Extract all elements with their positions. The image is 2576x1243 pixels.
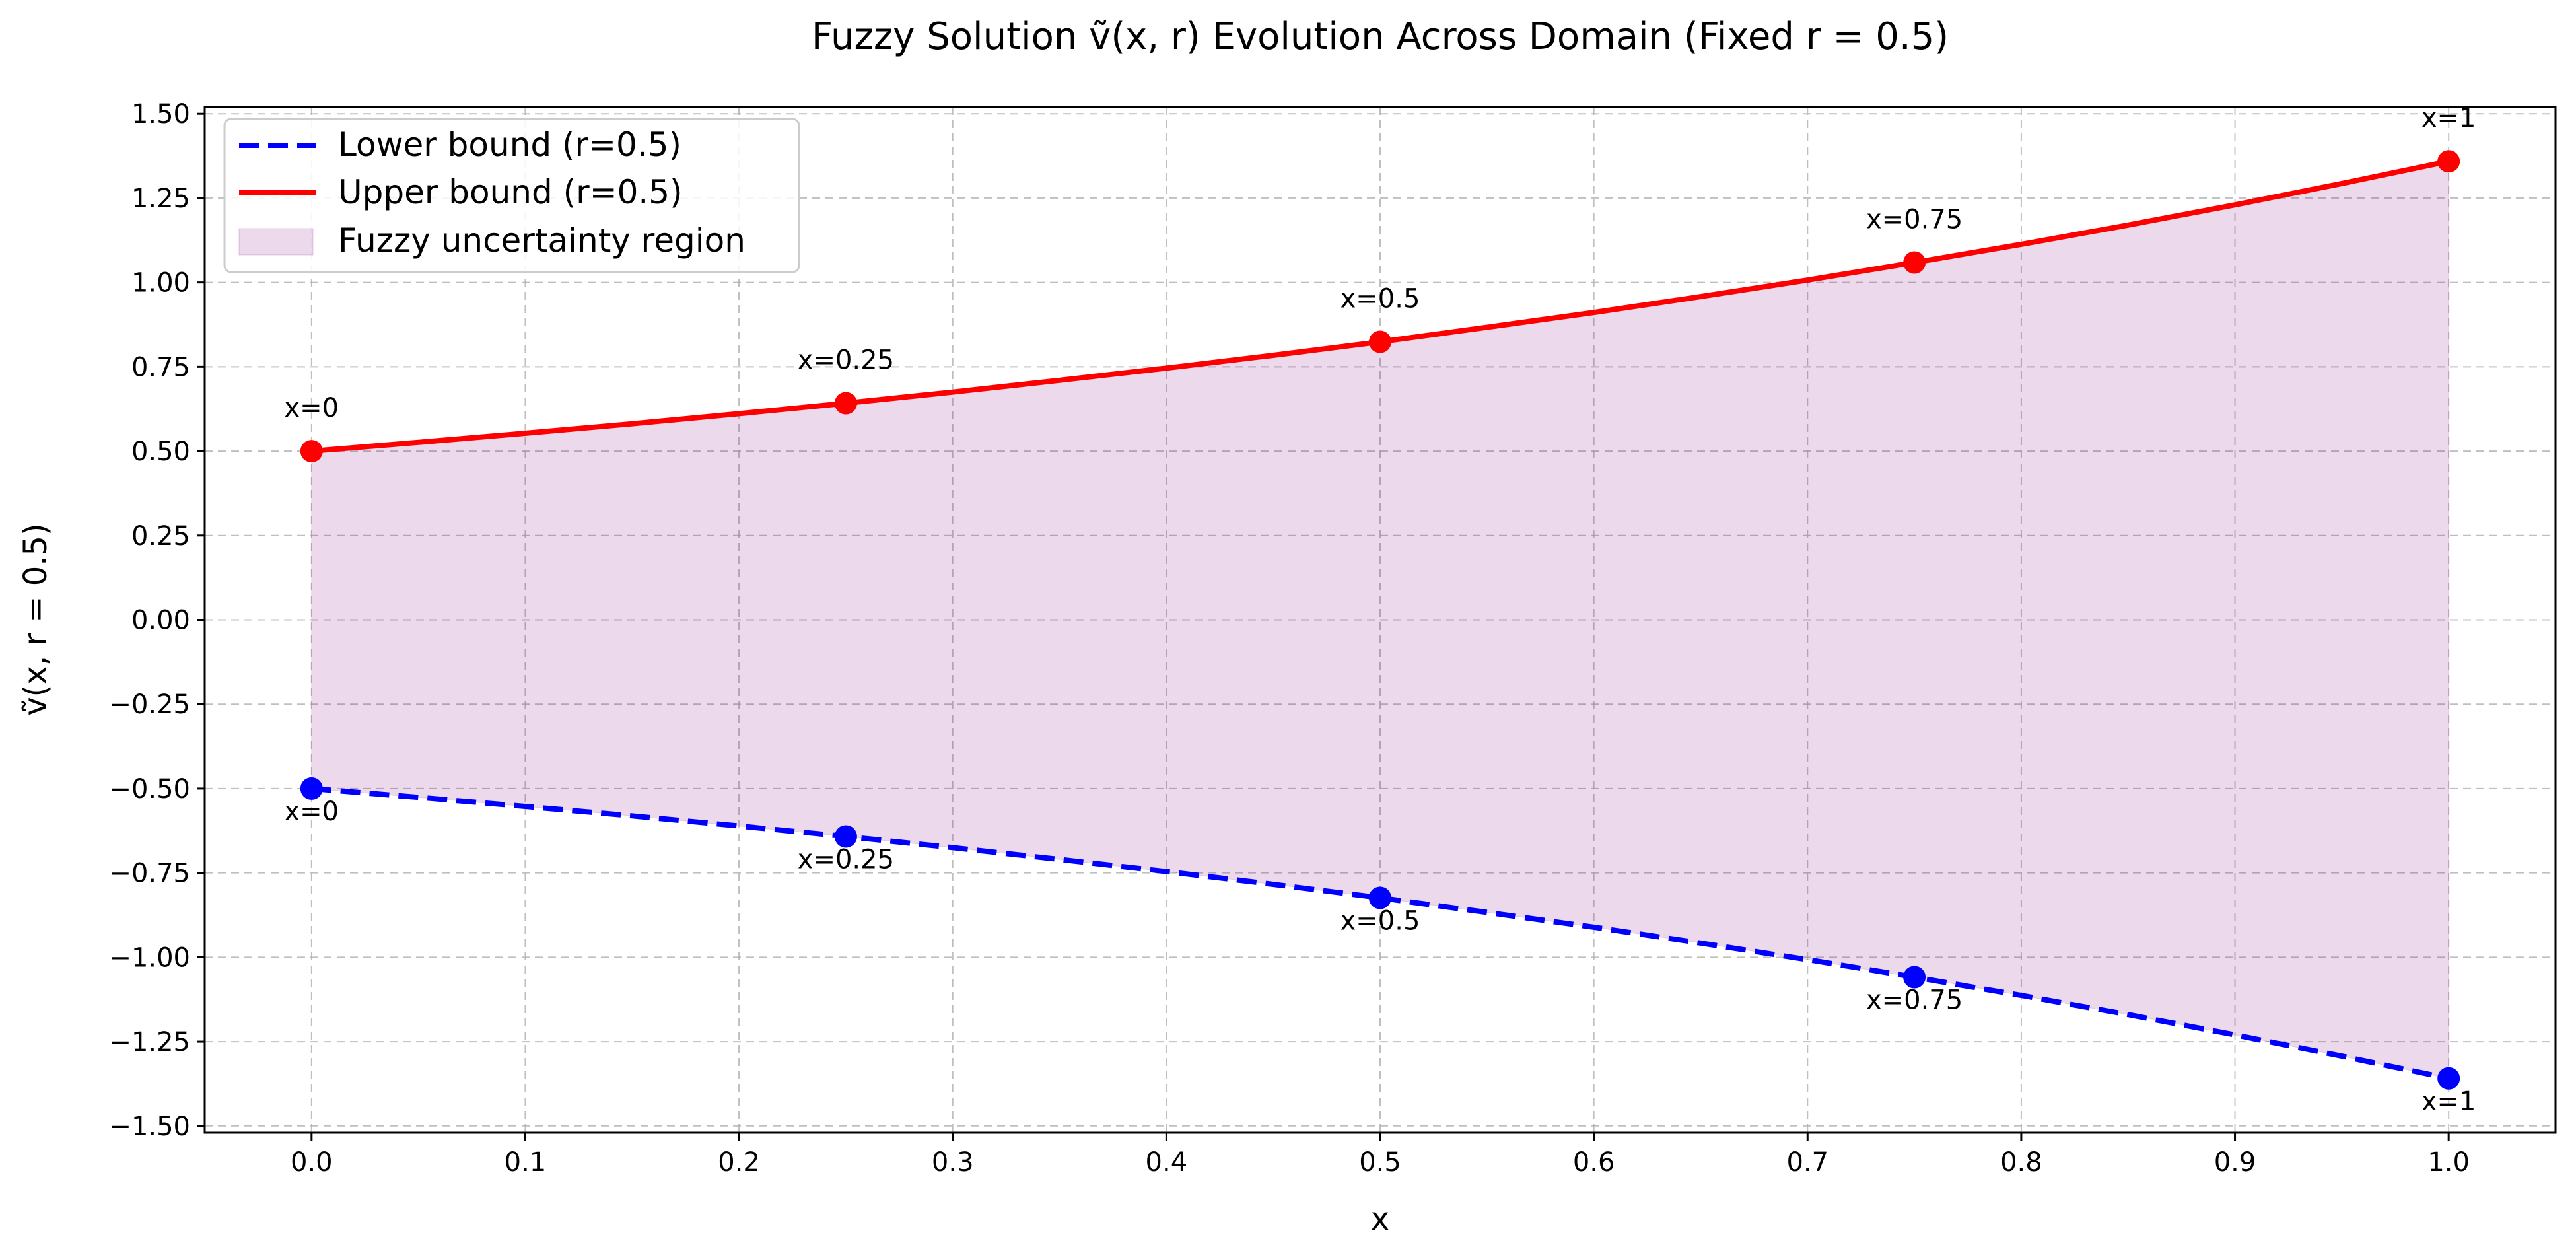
- lower-point-annotation: x=0.75: [1866, 985, 1963, 1015]
- upper-point-annotation: x=0.75: [1866, 205, 1963, 235]
- lower-bound-marker: [2437, 1067, 2460, 1090]
- y-tick-label: 0.00: [131, 606, 190, 636]
- lower-bound-line: [311, 785, 2449, 1081]
- x-tick-label: 1.0: [2427, 1147, 2470, 1178]
- lower-point-annotation: x=0.5: [1340, 906, 1420, 936]
- y-tick-label: −1.00: [109, 942, 190, 973]
- marker-layer: x=0 x=0 x=0.25 x=0.25 x=0.5 x=0.5 x=0.75 x=0.75…: [284, 103, 2476, 1117]
- legend-label-fill: Fuzzy uncertainty region: [338, 221, 746, 260]
- lower-point-annotation: x=0: [284, 797, 339, 827]
- lower-point-annotation: x=0.25: [798, 844, 894, 874]
- y-tick-label: −0.75: [109, 859, 190, 889]
- x-tick-label: 0.0: [291, 1147, 333, 1178]
- lower-bound-marker: [300, 777, 323, 800]
- x-tick-label: 0.1: [505, 1147, 547, 1178]
- y-tick-label: −1.50: [109, 1112, 190, 1142]
- x-axis-label: x: [1371, 1201, 1389, 1238]
- x-tick-label: 0.2: [718, 1147, 760, 1178]
- legend: Lower bound (r=0.5) Upper bound (r=0.5) Fu…: [223, 118, 800, 273]
- legend-box: [223, 118, 800, 273]
- x-tick-label: 0.8: [2000, 1147, 2042, 1178]
- x-tick-label: 0.4: [1146, 1147, 1188, 1178]
- x-tick-label: 0.3: [932, 1147, 974, 1178]
- legend-swatch-fill: [238, 228, 314, 256]
- upper-bound-marker: [1903, 251, 1926, 274]
- y-tick-label: 0.75: [131, 352, 190, 382]
- upper-point-annotation: x=1: [2421, 103, 2476, 133]
- upper-bound-marker: [834, 392, 857, 415]
- x-tick-label: 0.6: [1573, 1147, 1615, 1178]
- y-tick-label: −0.25: [109, 690, 190, 720]
- upper-bound-marker: [1369, 330, 1391, 353]
- y-tick-label: 1.25: [131, 184, 190, 214]
- x-tick-label: 0.9: [2214, 1147, 2256, 1178]
- chart-title: Fuzzy Solution ṽ(x, r) Evolution Across …: [812, 15, 1949, 58]
- upper-point-annotation: x=0.5: [1340, 284, 1420, 314]
- y-tick-label: −0.50: [109, 774, 190, 804]
- x-tick-label: 0.7: [1786, 1147, 1828, 1178]
- y-tick-label: 1.00: [131, 268, 190, 299]
- lower-bound-marker: [1903, 966, 1926, 989]
- upper-bound-marker: [300, 440, 323, 463]
- axis-ticks: 0.0 0.1 0.2 0.3 0.4 0.5 0.6 0.7 0.8 0.9 1.0 −1.50 −1…: [109, 99, 2470, 1178]
- upper-point-annotation: x=0: [284, 393, 339, 423]
- grid: [205, 107, 2556, 1133]
- y-tick-label: 0.50: [131, 437, 190, 467]
- upper-point-annotation: x=0.25: [798, 345, 894, 376]
- y-tick-label: −1.25: [109, 1027, 190, 1057]
- legend-label-lower: Lower bound (r=0.5): [338, 125, 681, 164]
- x-tick-label: 0.5: [1359, 1147, 1401, 1178]
- lower-point-annotation: x=1: [2421, 1086, 2476, 1117]
- upper-bound-marker: [2437, 150, 2460, 173]
- y-tick-label: 1.50: [131, 99, 190, 129]
- legend-label-upper: Upper bound (r=0.5): [338, 173, 683, 211]
- lower-bound-marker: [834, 825, 857, 848]
- y-axis-label: ṽ(x, r = 0.5): [17, 523, 54, 716]
- lower-bound-marker: [1369, 886, 1391, 909]
- y-tick-label: 0.25: [131, 521, 190, 551]
